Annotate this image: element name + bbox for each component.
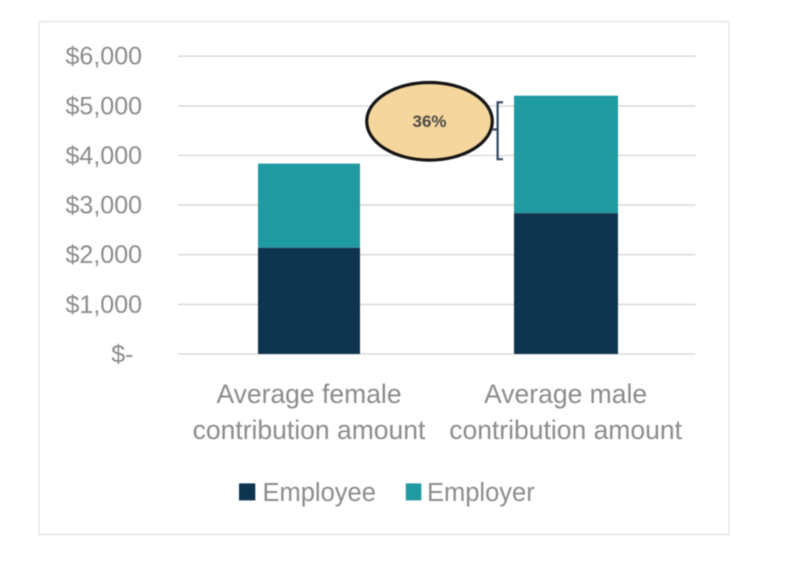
svg-text:$3,000: $3,000 [66,192,142,220]
svg-text:$4,000: $4,000 [66,142,142,170]
svg-text:contribution amount: contribution amount [193,415,426,445]
svg-text:contribution amount: contribution amount [449,415,682,445]
svg-text:$6,000: $6,000 [66,43,142,71]
svg-text:$-: $- [111,341,133,369]
svg-text:$2,000: $2,000 [66,241,142,269]
svg-text:36%: 36% [412,112,446,131]
svg-text:Employer: Employer [427,479,535,507]
svg-text:$1,000: $1,000 [66,291,142,319]
svg-text:$5,000: $5,000 [66,92,142,120]
svg-text:Employee: Employee [263,479,376,507]
svg-text:Average female: Average female [216,379,401,409]
svg-text:Average male: Average male [484,379,647,409]
